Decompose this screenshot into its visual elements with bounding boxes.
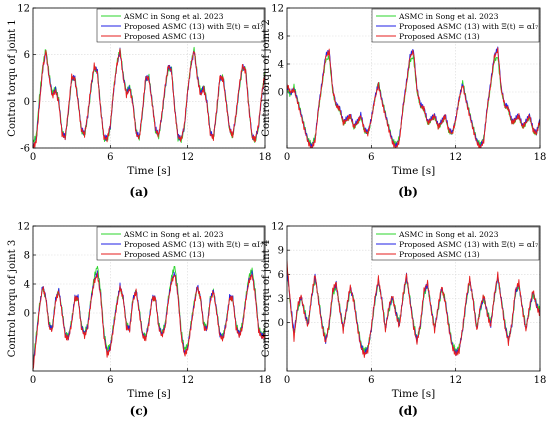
x-tick-label: 18 [259,375,272,386]
y-tick-label: 8 [278,32,284,43]
legend-label: ASMC in Song et al. 2023 [123,230,224,239]
series-line-3 [33,48,265,148]
legend-label: ASMC in Song et al. 2023 [398,12,499,21]
y-tick-label: 0 [278,88,284,99]
y-tick-label: 12 [271,222,284,233]
y-tick-label: 4 [24,280,30,291]
series-line-1 [287,266,540,354]
plot-frame [32,225,266,372]
plot-frame [286,225,541,372]
y-tick-label: 12 [17,4,30,15]
x-axis-label: Time [s] [127,388,170,400]
y-tick-label: 6 [24,50,30,61]
x-tick-label: 6 [368,152,374,163]
legend-label: Proposed ASMC (13) with Ξ(t) = αI₇ [124,240,263,249]
x-axis-label: Time [s] [392,388,435,400]
y-axis-label: Control torqu of joint 1 [7,19,18,136]
series-line-3 [33,272,265,370]
x-tick-label: 18 [259,152,272,163]
x-axis-label: Time [s] [127,165,170,177]
panel-caption: (a) [129,185,148,199]
y-tick-label: 12 [271,4,284,15]
panel-caption: (b) [398,185,418,199]
y-tick-label: 9 [278,246,284,257]
x-tick-label: 0 [30,152,36,163]
x-tick-label: 12 [449,375,462,386]
x-tick-label: 0 [284,375,290,386]
y-tick-label: 6 [278,270,284,281]
y-tick-label: 4 [278,60,284,71]
y-tick-label: 8 [24,251,30,262]
y-tick-label: -6 [20,144,30,155]
y-tick-label: 12 [17,222,30,233]
series-line-3 [287,47,540,148]
chart-panel-4: 0 6 12 18 0 3 6 9 12 Time [s] Control torqu of joi… [261,222,546,401]
y-tick-label: 0 [24,309,30,320]
panel-caption: (c) [130,404,149,418]
legend-label: Proposed ASMC (13) [124,32,205,41]
x-tick-label: 12 [181,152,194,163]
legend-label: Proposed ASMC (13) [124,250,205,259]
legend-label: Proposed ASMC (13) [399,32,480,41]
x-tick-label: 0 [284,152,290,163]
x-tick-label: 18 [534,152,547,163]
x-tick-label: 6 [368,375,374,386]
y-tick-label: 0 [278,318,284,329]
x-tick-label: 6 [107,375,113,386]
y-tick-label: 3 [278,294,284,305]
legend-label: ASMC in Song et al. 2023 [398,230,499,239]
legend-label: Proposed ASMC (13) [399,250,480,259]
legend-label: Proposed ASMC (13) with Ξ(t) = αI₇ [399,240,538,249]
x-tick-label: 12 [181,375,194,386]
chart-panel-2: 0 6 12 18 0 4 8 12 Time [s] Control torqu of join… [261,4,546,178]
plot-frame [286,7,541,149]
panel-caption: (d) [398,404,418,418]
legend-label: ASMC in Song et al. 2023 [123,12,224,21]
plot-frame [32,7,266,149]
x-axis-label: Time [s] [392,165,435,177]
series-line-3 [287,260,540,358]
y-axis-label: Control torqu of joint 4 [261,240,272,357]
x-tick-label: 0 [30,375,36,386]
x-tick-label: 6 [107,152,113,163]
chart-panel-3: 0 6 12 18 0 4 8 12 Time [s] Control torqu of join… [7,222,271,401]
x-tick-label: 18 [534,375,547,386]
y-tick-label: 0 [24,97,30,108]
y-axis-label: Control torqu of joint 3 [7,240,18,357]
x-tick-label: 12 [449,152,462,163]
y-axis-label: Control torqu of joint 2 [261,19,272,136]
legend-label: Proposed ASMC (13) with Ξ(t) = αI₇ [124,22,263,31]
legend-label: Proposed ASMC (13) with Ξ(t) = αI₇ [399,22,538,31]
